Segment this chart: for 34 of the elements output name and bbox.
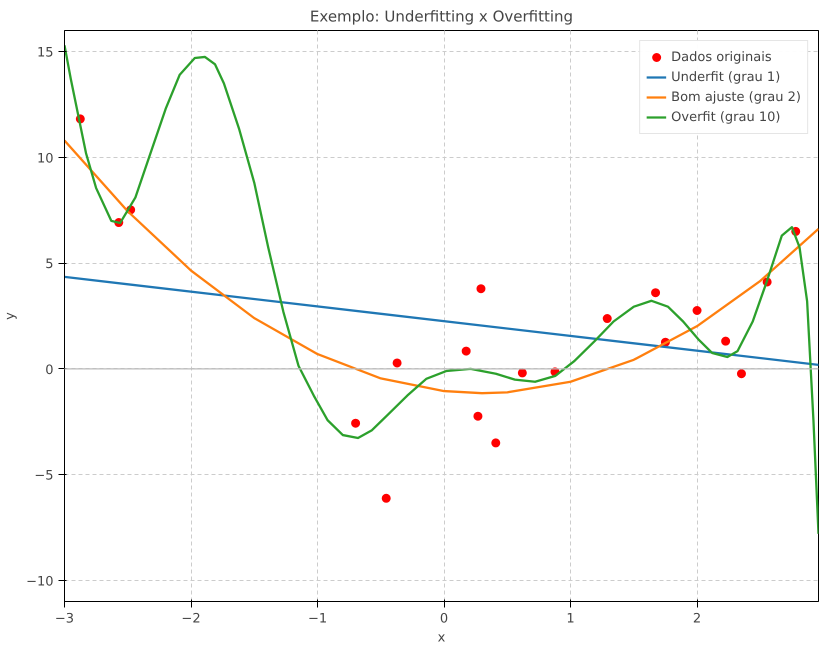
x-tick-label: −1: [308, 612, 328, 626]
x-tick-label: −2: [181, 612, 201, 626]
legend-label: Underfit (grau 1): [671, 70, 780, 84]
y-tick-label: −10: [26, 574, 54, 590]
y-tick-label: −5: [34, 468, 54, 484]
legend-label: Dados originais: [671, 50, 772, 64]
point: [651, 288, 660, 298]
y-tick-label: 15: [36, 46, 54, 61]
x-tick-label: 2: [692, 612, 702, 626]
point: [462, 346, 471, 356]
line-series: [64, 139, 818, 394]
point: [351, 418, 360, 428]
x-tick-label: −3: [54, 612, 74, 626]
point: [692, 306, 702, 315]
legend-label: Bom ajuste (grau 2): [671, 90, 801, 104]
y-tick-label: 5: [45, 257, 54, 272]
x-tick-label: 0: [440, 612, 448, 626]
point: [736, 369, 746, 378]
legend-label: Overfit (grau 10): [671, 110, 780, 124]
point: [392, 358, 402, 368]
point: [491, 438, 500, 448]
point: [602, 314, 612, 324]
point: [721, 336, 730, 346]
y-axis-title: y: [3, 312, 18, 320]
point: [382, 494, 391, 503]
x-axis-title: x: [438, 630, 446, 646]
point: [518, 368, 527, 378]
y-tick-label: 10: [36, 151, 54, 166]
y-tick-label: 0: [45, 362, 54, 378]
x-tick-label: 1: [566, 612, 575, 626]
point: [473, 412, 482, 421]
chart-title: Exemplo: Underfitting x Overfitting: [310, 8, 574, 26]
line-series: [64, 44, 818, 535]
point: [476, 284, 486, 294]
